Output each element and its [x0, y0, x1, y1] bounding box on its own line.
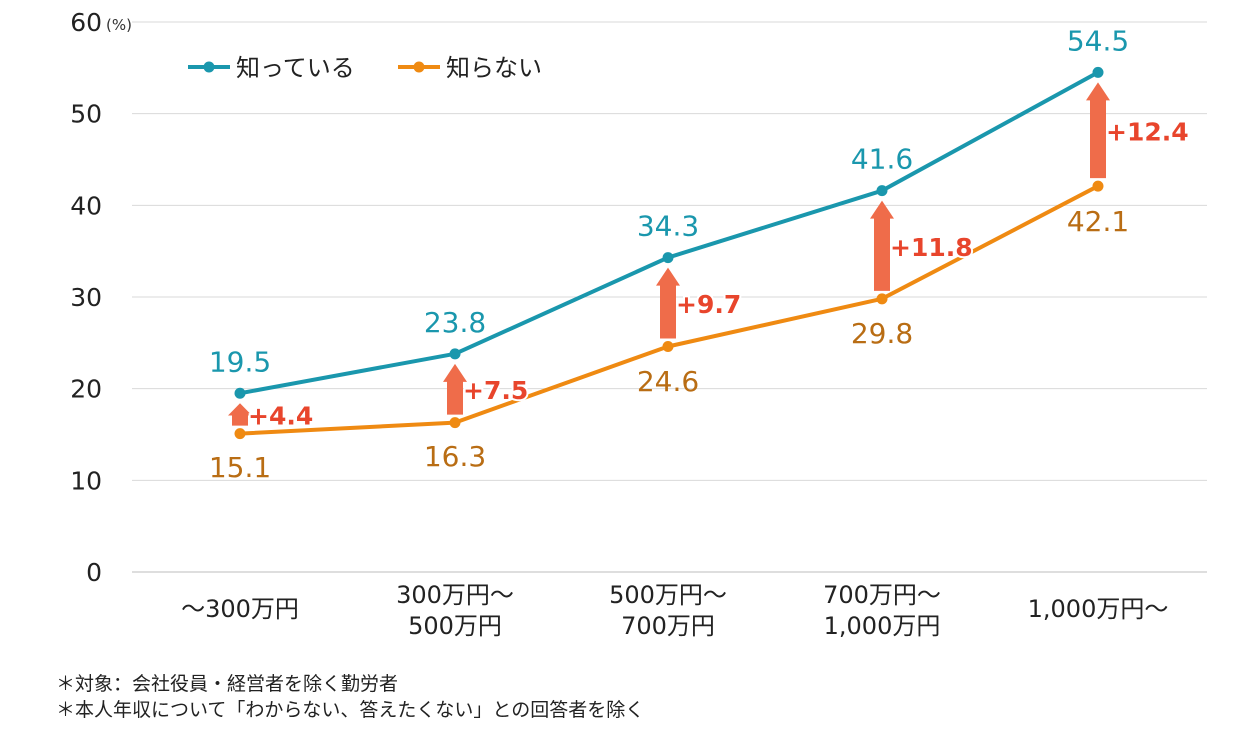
difference-arrow: [228, 403, 252, 426]
series-unknown-point: [876, 293, 888, 305]
y-tick-label: 50: [70, 100, 102, 129]
series-known-point: [876, 185, 888, 197]
series-known-point: [234, 387, 246, 399]
legend-unknown-marker: [413, 61, 425, 73]
difference-arrow: [1086, 82, 1110, 179]
difference-arrow: [870, 200, 894, 291]
x-tick-label: 500万円: [408, 612, 502, 640]
data-label-known: 19.5: [209, 345, 271, 378]
y-tick-label: 20: [70, 375, 102, 404]
x-tick-label: 700万円～: [823, 581, 941, 609]
data-label-unknown: 29.8: [851, 317, 913, 350]
legend-unknown-label: 知らない: [446, 54, 542, 82]
footnote-target: ＊対象：会社役員・経営者を除く勤労者: [56, 673, 399, 695]
difference-arrow: [443, 363, 467, 415]
data-label-known: 41.6: [851, 143, 913, 176]
difference-label: +12.4: [1106, 117, 1189, 146]
x-tick-label: ～300万円: [181, 595, 299, 623]
y-tick-label: 40: [70, 191, 102, 220]
x-tick-label: 700万円: [621, 612, 715, 640]
difference-label: +4.4: [248, 401, 313, 430]
data-label-known: 54.5: [1067, 24, 1129, 57]
data-label-unknown: 24.6: [637, 365, 699, 398]
data-label-unknown: 42.1: [1067, 205, 1129, 238]
legend-known-marker: [203, 61, 215, 73]
series-known-point: [1092, 66, 1104, 78]
data-label-known: 23.8: [424, 306, 486, 339]
series-known-point: [449, 348, 461, 360]
y-tick-label: 10: [70, 466, 102, 495]
series-unknown-point: [1092, 180, 1104, 192]
x-tick-label: 500万円～: [609, 581, 727, 609]
legend-known-label: 知っている: [236, 54, 355, 82]
data-label-known: 34.3: [637, 210, 699, 243]
x-tick-label: 1,000万円～: [1028, 595, 1169, 623]
series-unknown-point: [662, 341, 674, 352]
series-unknown-point: [449, 417, 461, 429]
difference-arrow: [656, 267, 680, 339]
y-tick-label: 0: [86, 558, 102, 587]
series-known-point: [662, 252, 674, 264]
y-tick-label: 60: [70, 8, 102, 37]
y-unit-label: (%): [106, 16, 132, 34]
difference-label: +11.8: [890, 233, 973, 262]
footnote-exclusion: ＊本人年収について「わからない、答えたくない」との回答者を除く: [56, 699, 645, 721]
data-label-unknown: 16.3: [424, 440, 486, 473]
y-tick-label: 30: [70, 283, 102, 312]
difference-label: +9.7: [676, 290, 741, 319]
data-label-unknown: 15.1: [209, 451, 271, 484]
difference-label: +7.5: [463, 376, 528, 405]
x-tick-label: 300万円～: [396, 581, 514, 609]
x-tick-label: 1,000万円: [824, 612, 941, 640]
series-unknown-point: [234, 428, 246, 440]
